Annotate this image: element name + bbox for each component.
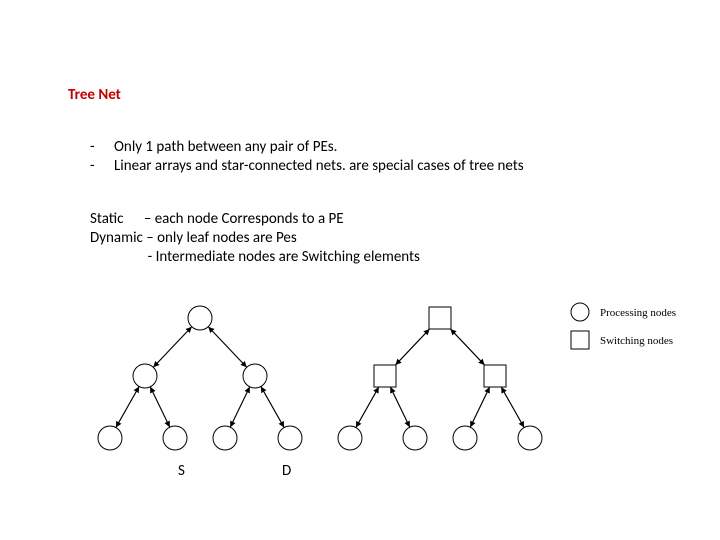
processing-node bbox=[188, 306, 212, 330]
title: Tree Net bbox=[68, 86, 121, 104]
bullet-text: Linear arrays and star-connected nets. a… bbox=[114, 157, 524, 176]
tree-edge bbox=[470, 387, 489, 427]
processing-node bbox=[133, 364, 157, 388]
processing-node bbox=[213, 426, 237, 450]
para-line: Dynamic – only leaf nodes are Pes bbox=[90, 229, 420, 248]
tree-edge bbox=[390, 387, 409, 427]
bullet-list: - Only 1 path between any pair of PEs. -… bbox=[90, 138, 524, 176]
bullet-dash: - bbox=[90, 138, 114, 157]
legend-square-icon bbox=[571, 331, 589, 349]
bullet-item: - Linear arrays and star-connected nets.… bbox=[90, 157, 524, 176]
bullet-dash: - bbox=[90, 157, 114, 176]
slide: Tree Net - Only 1 path between any pair … bbox=[0, 0, 720, 540]
dynamic-label: D bbox=[282, 462, 291, 480]
bullet-text: Only 1 path between any pair of PEs. bbox=[114, 138, 337, 157]
tree-edge bbox=[208, 327, 246, 368]
tree-edge bbox=[261, 386, 284, 427]
static-label: S bbox=[178, 462, 185, 480]
tree-edge bbox=[356, 387, 379, 428]
legend-circle-icon bbox=[571, 303, 589, 321]
tree-edge bbox=[153, 327, 191, 368]
switching-node bbox=[484, 365, 506, 387]
tree-edge bbox=[395, 329, 429, 365]
para-line: - Intermediate nodes are Switching eleme… bbox=[90, 248, 420, 267]
tree-edge bbox=[450, 329, 484, 365]
tree-edge bbox=[150, 387, 170, 427]
tree-diagram: Processing nodes Switching nodes bbox=[90, 298, 710, 463]
legend-processing-label: Processing nodes bbox=[600, 307, 676, 319]
processing-node bbox=[278, 426, 302, 450]
switching-node bbox=[374, 365, 396, 387]
processing-node bbox=[163, 426, 187, 450]
tree-edge bbox=[230, 387, 250, 427]
processing-node bbox=[453, 426, 477, 450]
processing-node bbox=[98, 426, 122, 450]
processing-node bbox=[243, 364, 267, 388]
processing-node bbox=[518, 426, 542, 450]
paragraph: Static – each node Corresponds to a PE D… bbox=[90, 210, 420, 266]
legend-switching-label: Switching nodes bbox=[600, 335, 673, 347]
processing-node bbox=[338, 426, 362, 450]
switching-node bbox=[429, 307, 451, 329]
tree-edge bbox=[116, 386, 139, 427]
processing-node bbox=[403, 426, 427, 450]
para-line: Static – each node Corresponds to a PE bbox=[90, 210, 420, 229]
bullet-item: - Only 1 path between any pair of PEs. bbox=[90, 138, 524, 157]
tree-edge bbox=[501, 387, 524, 428]
